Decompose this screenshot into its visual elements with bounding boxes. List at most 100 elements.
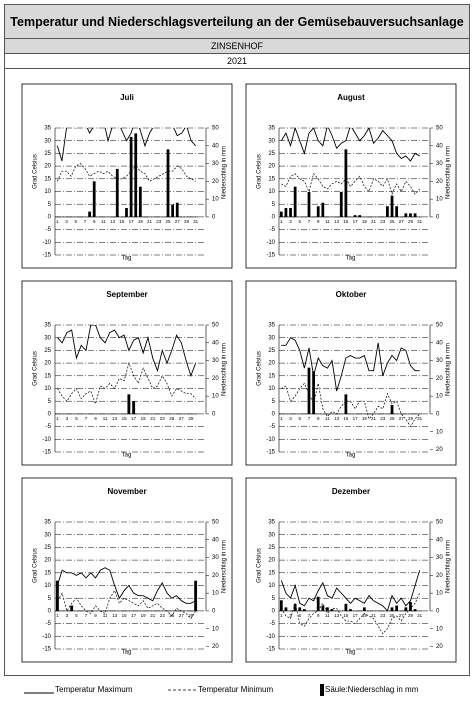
legend: Temperatur Maximum Temperatur Minimum Säul… <box>24 684 419 696</box>
x-tick-label: 25 <box>166 219 172 224</box>
precip-bar <box>284 607 288 611</box>
x-tick-label: 5 <box>75 219 78 224</box>
x-tick-label: 17 <box>129 219 135 224</box>
precip-bar <box>390 405 394 414</box>
y2-tick-label: 20 <box>436 644 443 650</box>
precip-bar <box>289 208 292 217</box>
y2-tick-label: 10 <box>436 591 443 597</box>
y-tick-label: 0 <box>272 214 276 220</box>
x-tick-label: 21 <box>150 613 156 618</box>
precip-bar <box>129 136 133 217</box>
y2-tick-label: 50 <box>436 323 443 329</box>
x-tick-label: 13 <box>112 613 118 618</box>
y-tick-label: -10 <box>42 634 51 640</box>
precip-bar <box>279 211 283 217</box>
precip-bar <box>358 215 362 217</box>
precip-bar <box>413 213 417 217</box>
y-tick-label: 30 <box>44 335 51 341</box>
y2-tick-label: 10 <box>436 626 443 632</box>
x-tick-label: 15 <box>122 613 128 618</box>
y2-tick-label: 0 <box>436 609 440 615</box>
y2-tick-label: 40 <box>436 143 443 149</box>
x-tick-label: 15 <box>343 219 349 224</box>
precip-bar <box>344 603 348 611</box>
x-tick-label: 25 <box>390 613 396 618</box>
x-tick-label: 23 <box>160 416 166 421</box>
min-temp-line <box>281 173 420 196</box>
x-tick-label: 19 <box>362 613 368 618</box>
precip-bar <box>312 371 315 414</box>
precip-bar <box>321 202 325 217</box>
y2-tick-label: 10 <box>436 197 443 203</box>
x-tick-label: 7 <box>85 416 88 421</box>
legend-label: Temperatur Minimum <box>198 685 273 694</box>
y2-tick-label: 50 <box>212 126 219 132</box>
y-tick-label: -15 <box>266 253 275 259</box>
y-tick-label: -10 <box>266 240 275 246</box>
panel-frame <box>245 83 457 269</box>
x-tick-label: 15 <box>119 219 125 224</box>
max-temp-line <box>280 570 421 612</box>
y-tick-label: 25 <box>268 151 275 157</box>
y2-tick-label: 10 <box>436 394 443 400</box>
chart-title: August <box>337 93 365 102</box>
chart-title: Juli <box>120 93 134 102</box>
y-tick-label: 25 <box>44 348 51 354</box>
precip-bar <box>362 607 366 611</box>
y2-tick-label: 30 <box>436 161 443 167</box>
precip-bar <box>316 206 320 217</box>
chart-panel: Dezember-15-10-5051015202530352010010203… <box>245 477 457 663</box>
precip-bar <box>390 195 394 217</box>
precip-bar <box>166 149 170 217</box>
x-tick-label: 9 <box>317 613 320 618</box>
y-tick-label: 15 <box>44 570 51 576</box>
x-tick-label: 19 <box>141 416 147 421</box>
precip-bar <box>125 208 128 217</box>
y-tick-label: 35 <box>44 126 51 132</box>
chart-panel: November-15-10-5051015202530352010010203… <box>21 477 233 663</box>
y2-tick-label: 30 <box>212 555 219 561</box>
y-tick-label: -5 <box>270 621 276 627</box>
x-tick-label: 9 <box>317 416 320 421</box>
x-tick-label: 23 <box>380 613 386 618</box>
x-tick-label: 11 <box>325 219 330 224</box>
x-tick-label: 27 <box>175 219 181 224</box>
y-axis-label: Grad Celsius <box>257 548 263 583</box>
y-tick-label: 5 <box>272 399 276 405</box>
x-tick-label: 15 <box>343 416 349 421</box>
y2-tick-label: 50 <box>212 323 219 329</box>
y-axis-label: Grad Celsius <box>33 351 39 386</box>
precip-bar <box>70 605 74 611</box>
x-tick-label: 5 <box>299 416 302 421</box>
y-tick-label: 30 <box>268 335 275 341</box>
y2-axis-label: Niederschlag in mm <box>446 540 452 593</box>
x-tick-label: 5 <box>299 219 302 224</box>
y2-tick-label: 20 <box>436 376 443 382</box>
y-tick-label: -15 <box>42 647 51 653</box>
precip-bar <box>307 192 311 217</box>
y2-tick-label: 50 <box>212 520 219 526</box>
x-tick-label: 1 <box>56 219 59 224</box>
x-tick-label: 3 <box>289 416 292 421</box>
y-tick-label: 35 <box>44 323 51 329</box>
x-tick-label: 19 <box>362 219 368 224</box>
panel-frame <box>245 280 457 466</box>
y-tick-label: 5 <box>48 202 52 208</box>
y-axis-label: Grad Celsius <box>33 548 39 583</box>
y-tick-label: 15 <box>268 373 275 379</box>
y2-tick-label: 0 <box>436 412 440 418</box>
max-temp-line <box>57 325 197 378</box>
x-axis-label: Tag <box>122 256 132 262</box>
y-tick-label: 10 <box>44 583 51 589</box>
y2-tick-label: 20 <box>212 376 219 382</box>
y2-tick-label: 0 <box>212 609 216 615</box>
x-tick-label: 3 <box>66 613 69 618</box>
y-tick-label: 0 <box>48 214 52 220</box>
precip-bar <box>404 213 408 217</box>
x-tick-label: 15 <box>343 613 349 618</box>
chart-title: Oktober <box>336 290 367 299</box>
precip-bar <box>175 202 179 217</box>
